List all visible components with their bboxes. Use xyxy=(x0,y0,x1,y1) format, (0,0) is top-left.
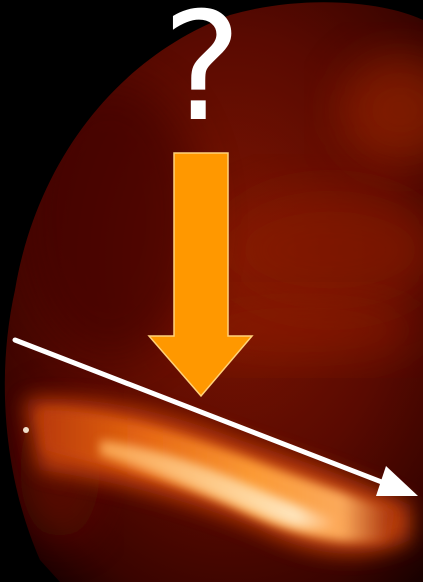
bright-emission-band xyxy=(23,398,410,554)
diagonal-line-arrow-icon xyxy=(12,337,418,496)
down-arrow-icon xyxy=(147,152,254,398)
